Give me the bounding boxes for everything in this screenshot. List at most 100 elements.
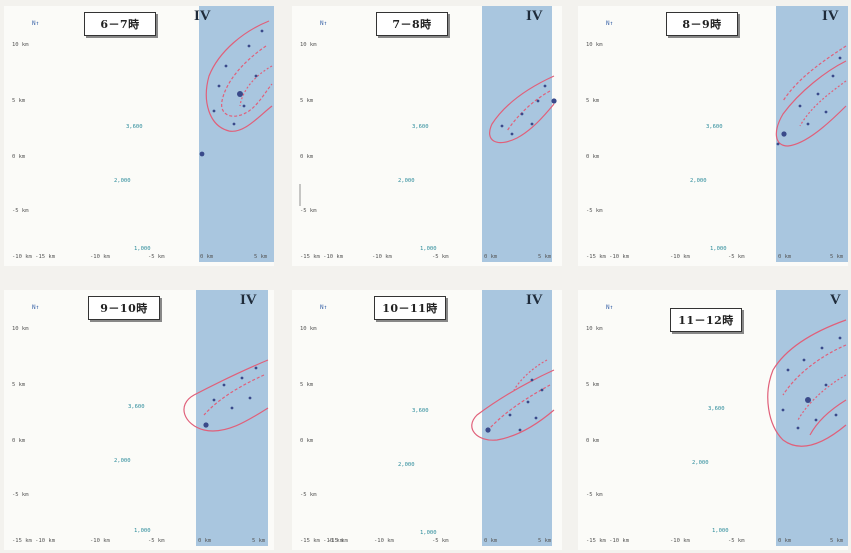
x-axis-label: 5 km xyxy=(538,538,552,544)
x-axis-label: -10 km xyxy=(372,254,392,260)
contour-label: 1,000 xyxy=(134,528,151,534)
time-range-label: 6－7時 xyxy=(84,12,156,36)
map-panel-11-12: 11－12時 V N↑ 10 km 5 km 0 km -5 km -15 km… xyxy=(578,290,848,550)
north-arrow-icon: N↑ xyxy=(32,20,40,27)
storm-track-overlay xyxy=(199,20,273,157)
x-axis-label: 5 km xyxy=(830,538,844,544)
y-axis-label: -15 km -10 km xyxy=(300,254,344,260)
contour-label: 2,000 xyxy=(114,178,131,184)
sea-area xyxy=(776,290,848,546)
x-axis-label: -10 km xyxy=(90,254,110,260)
north-arrow-icon: N↑ xyxy=(320,304,328,311)
x-axis-label: 0 km xyxy=(484,254,498,260)
y-axis-label: -15 km -10 km xyxy=(12,538,56,544)
contour-label: 1,000 xyxy=(712,528,729,534)
storm-track-overlay xyxy=(471,359,555,441)
contour-label: 2,000 xyxy=(692,460,709,466)
x-axis-label: -10 km xyxy=(670,538,690,544)
sea-area xyxy=(482,6,552,262)
x-axis-label: -10 km xyxy=(90,538,110,544)
y-axis-label: -5 km xyxy=(12,208,29,214)
y-axis-label: -15 km -10 km xyxy=(586,538,630,544)
y-axis-label: 10 km xyxy=(12,42,29,48)
contour-label: 3,600 xyxy=(708,406,725,412)
x-axis-label: -5 km xyxy=(432,538,449,544)
contour-label: 3,600 xyxy=(412,408,429,414)
contour-label: 1,000 xyxy=(420,246,437,252)
y-axis-label: 5 km xyxy=(12,382,26,388)
contour-label: 1,000 xyxy=(420,530,437,536)
contour-label: 1,000 xyxy=(710,246,727,252)
zone-numeral: V xyxy=(830,292,841,308)
x-axis-label: -5 km xyxy=(148,254,165,260)
x-axis-label: 5 km xyxy=(252,538,266,544)
y-axis-label: 0 km xyxy=(300,154,314,160)
y-axis-label: 5 km xyxy=(300,382,314,388)
contour-label: 3,600 xyxy=(706,124,723,130)
zone-numeral: IV xyxy=(240,292,257,308)
y-axis-label: 10 km xyxy=(300,326,317,332)
map-panel-7-8: 7－8時 IV N↑ 10 km 5 km 0 km -5 km -15 km … xyxy=(292,6,562,266)
sea-area xyxy=(776,6,848,262)
y-axis-label: 10 km xyxy=(12,326,29,332)
time-range-label: 9－10時 xyxy=(88,296,160,320)
map-panel-10-11: 10－11時 IV N↑ 10 km 5 km 0 km -5 km -15 k… xyxy=(292,290,562,550)
time-range-label: 8－9時 xyxy=(666,12,738,36)
storm-track-overlay xyxy=(767,319,847,447)
y-axis-label: -5 km xyxy=(586,492,603,498)
contour-label: 3,600 xyxy=(126,124,143,130)
zone-numeral: IV xyxy=(526,8,543,24)
contour-label: 2,000 xyxy=(114,458,131,464)
y-axis-label: -10 km -15 km xyxy=(12,254,56,260)
y-axis-label: 5 km xyxy=(586,98,600,104)
y-axis-label: 0 km xyxy=(12,438,26,444)
y-axis-label: 10 km xyxy=(586,326,603,332)
y-axis-label: -15 km -10 km xyxy=(300,538,344,544)
y-axis-label: 10 km xyxy=(300,42,317,48)
y-axis-label: 0 km xyxy=(12,154,26,160)
x-axis-label: 0 km xyxy=(778,538,792,544)
x-axis-label: -5 km xyxy=(728,254,745,260)
zone-numeral: IV xyxy=(822,8,839,24)
x-axis-label: -10 km xyxy=(374,538,394,544)
north-arrow-icon: N↑ xyxy=(32,304,40,311)
y-axis-label: 5 km xyxy=(300,98,314,104)
sea-area xyxy=(196,290,268,546)
contour-label: 2,000 xyxy=(398,462,415,468)
x-axis-label: -5 km xyxy=(432,254,449,260)
y-axis-label: 0 km xyxy=(300,438,314,444)
y-axis-label: 0 km xyxy=(586,438,600,444)
map-panel-8-9: 8－9時 IV N↑ 10 km 5 km 0 km -5 km -15 km … xyxy=(578,6,848,266)
y-axis-label: -5 km xyxy=(12,492,29,498)
x-axis-label: 0 km xyxy=(200,254,214,260)
x-axis-label: 0 km xyxy=(484,538,498,544)
y-axis-label: -5 km xyxy=(586,208,603,214)
map-panel-6-7: 6－7時 IV N↑ 10 km 5 km 0 km -5 km -10 km … xyxy=(4,6,274,266)
y-axis-label: 0 km xyxy=(586,154,600,160)
x-axis-label: -5 km xyxy=(148,538,165,544)
time-range-label: 10－11時 xyxy=(374,296,446,320)
x-axis-label: -15 km xyxy=(328,538,348,544)
contour-label: 1,000 xyxy=(134,246,151,252)
contour-label: 3,600 xyxy=(128,404,145,410)
x-axis-label: 0 km xyxy=(198,538,212,544)
zone-numeral: IV xyxy=(194,8,211,24)
x-axis-label: 5 km xyxy=(254,254,268,260)
y-axis-label: 5 km xyxy=(12,98,26,104)
x-axis-label: 5 km xyxy=(830,254,844,260)
y-axis-label: 10 km xyxy=(586,42,603,48)
x-axis-label: -10 km xyxy=(670,254,690,260)
storm-track-overlay xyxy=(183,359,269,432)
zone-numeral: IV xyxy=(526,292,543,308)
contour-label: 2,000 xyxy=(690,178,707,184)
x-axis-label: 5 km xyxy=(538,254,552,260)
storm-track-overlay xyxy=(299,75,557,206)
y-axis-label: -5 km xyxy=(300,492,317,498)
y-axis-label: -5 km xyxy=(300,208,317,214)
map-panel-9-10: 9－10時 IV N↑ 10 km 5 km 0 km -5 km -15 km… xyxy=(4,290,274,550)
y-axis-label: -15 km -10 km xyxy=(586,254,630,260)
contour-label: 3,600 xyxy=(412,124,429,130)
contour-label: 2,000 xyxy=(398,178,415,184)
storm-track-overlay xyxy=(775,45,847,147)
time-range-label: 7－8時 xyxy=(376,12,448,36)
